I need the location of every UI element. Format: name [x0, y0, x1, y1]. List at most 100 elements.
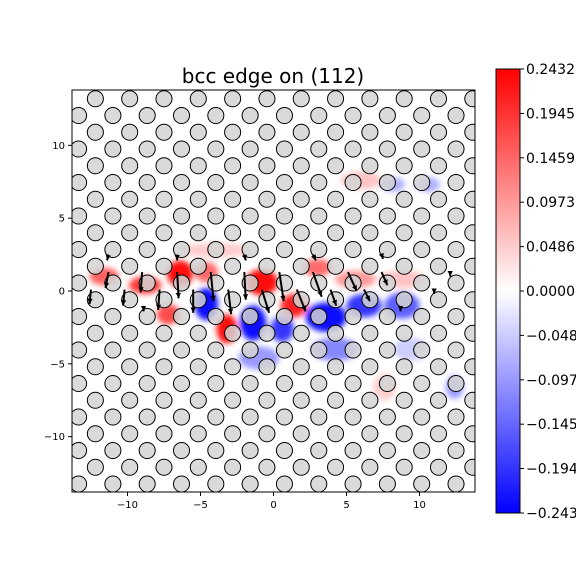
atom	[292, 90, 310, 108]
atom	[207, 274, 225, 292]
atom	[292, 358, 310, 376]
x-tick-label: 5	[343, 500, 349, 511]
atom	[72, 274, 88, 292]
atom	[138, 106, 156, 125]
atom	[327, 391, 345, 409]
atom	[104, 307, 122, 326]
atom	[310, 106, 328, 125]
atom	[224, 257, 242, 275]
arrow-head	[210, 295, 216, 302]
atom	[464, 157, 475, 175]
atom	[86, 257, 104, 275]
atom	[207, 341, 225, 359]
atom	[327, 190, 345, 208]
arrow-head	[382, 279, 388, 286]
atom	[172, 173, 191, 192]
atom	[155, 358, 173, 376]
y-tick-label: 0	[59, 287, 65, 298]
arrow-head	[447, 271, 453, 277]
atom	[121, 257, 139, 275]
atom	[292, 224, 310, 242]
atom	[121, 425, 139, 443]
atom	[464, 190, 475, 208]
atom	[344, 173, 362, 192]
arrow-head	[138, 286, 144, 293]
arrow-head	[311, 254, 316, 261]
atom	[344, 374, 362, 393]
atom	[138, 408, 156, 426]
atom	[275, 240, 293, 259]
arrow-head	[431, 288, 437, 294]
arrow-head	[280, 295, 286, 302]
atom	[121, 458, 139, 476]
atom	[447, 207, 465, 225]
atom	[172, 207, 191, 225]
atom	[361, 157, 379, 175]
atom	[207, 173, 225, 192]
atom	[292, 391, 310, 409]
atom	[447, 408, 465, 426]
atom	[121, 391, 139, 409]
colorbar-ticks: 0.2432 0.1945 0.1459 0.0973 0.0486 0.0000 −0.0…	[520, 62, 576, 522]
atom	[361, 257, 379, 275]
x-tick-label: −5	[193, 500, 208, 511]
atom	[275, 106, 293, 125]
atom	[258, 391, 276, 409]
atom	[138, 173, 156, 192]
atom	[378, 475, 396, 492]
arrow-head	[190, 307, 196, 313]
x-tick-label: 10	[413, 500, 426, 511]
atom	[310, 307, 328, 326]
atom	[327, 458, 345, 476]
atom	[395, 324, 413, 342]
atom	[413, 240, 431, 259]
atom	[275, 140, 293, 158]
atom	[344, 307, 362, 326]
atom	[361, 324, 379, 342]
atom	[121, 157, 139, 175]
atom	[207, 475, 225, 492]
atom	[327, 257, 345, 275]
atom	[155, 425, 173, 443]
atom	[258, 123, 276, 141]
colorbar-gradient	[495, 68, 521, 514]
atom	[86, 224, 104, 242]
atom	[310, 374, 328, 393]
atom	[464, 90, 475, 108]
displacement-arrow	[363, 289, 371, 302]
y-axis: 10 5 0 −5 −10	[44, 141, 72, 443]
atom	[413, 207, 431, 225]
atom	[361, 391, 379, 409]
atom	[429, 324, 448, 342]
atom	[310, 475, 328, 492]
atom	[395, 90, 413, 108]
atom	[378, 106, 396, 125]
atom	[327, 90, 345, 108]
arrow-head	[241, 254, 247, 261]
atom	[464, 358, 475, 376]
atom	[138, 207, 156, 225]
atom	[361, 224, 379, 242]
atom	[189, 324, 207, 342]
atom	[310, 173, 328, 192]
atom	[86, 90, 104, 108]
atom	[241, 475, 259, 492]
atom	[413, 140, 431, 158]
atom	[241, 140, 259, 158]
displacement-arrow	[140, 305, 147, 312]
atom	[447, 140, 465, 158]
displacement-arrow	[311, 271, 323, 298]
atom	[72, 140, 88, 158]
y-tick-label: −10	[44, 432, 65, 443]
atom	[189, 358, 207, 376]
atom	[464, 425, 475, 443]
displacement-arrow	[103, 271, 110, 289]
atom	[121, 224, 139, 242]
atom	[378, 408, 396, 426]
atom	[413, 307, 431, 326]
arrow-head	[378, 253, 384, 259]
atom	[413, 274, 431, 292]
atom	[138, 240, 156, 259]
atom	[72, 307, 88, 326]
